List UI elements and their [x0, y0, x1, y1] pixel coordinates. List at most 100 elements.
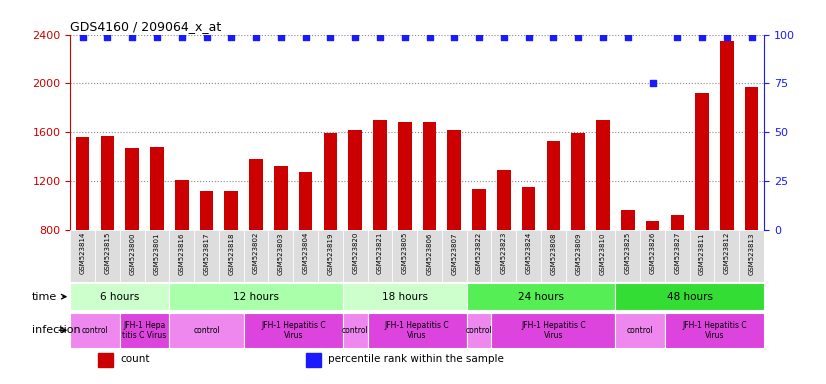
- Bar: [522, 187, 535, 230]
- Text: GSM523822: GSM523822: [476, 232, 482, 274]
- Point: [547, 33, 560, 40]
- Point: [646, 80, 659, 86]
- Bar: [615, 283, 764, 310]
- Text: GSM523800: GSM523800: [129, 232, 135, 275]
- Bar: [145, 230, 169, 281]
- Text: GSM523815: GSM523815: [104, 232, 111, 275]
- Text: GSM523819: GSM523819: [327, 232, 334, 275]
- Bar: [120, 230, 145, 281]
- Point: [225, 33, 238, 40]
- Bar: [268, 230, 293, 281]
- Text: GSM523803: GSM523803: [278, 232, 284, 275]
- Bar: [491, 313, 615, 348]
- Bar: [547, 141, 560, 230]
- Point: [621, 33, 634, 40]
- Bar: [70, 313, 120, 348]
- Text: GSM523812: GSM523812: [724, 232, 730, 275]
- Bar: [194, 230, 219, 281]
- Bar: [368, 313, 467, 348]
- Bar: [690, 230, 714, 281]
- Text: GSM523827: GSM523827: [674, 232, 681, 275]
- Text: JFH-1 Hepatitis C
Virus: JFH-1 Hepatitis C Virus: [261, 321, 325, 340]
- Bar: [70, 283, 169, 310]
- Bar: [95, 230, 120, 281]
- Point: [249, 33, 263, 40]
- Point: [200, 33, 213, 40]
- Text: percentile rank within the sample: percentile rank within the sample: [328, 354, 504, 364]
- Point: [150, 33, 164, 40]
- Text: count: count: [120, 354, 150, 364]
- Bar: [343, 230, 368, 281]
- Bar: [306, 353, 321, 366]
- Bar: [368, 230, 392, 281]
- Text: GSM523818: GSM523818: [228, 232, 235, 275]
- Bar: [225, 191, 238, 230]
- Text: GSM523813: GSM523813: [748, 232, 755, 275]
- Bar: [101, 136, 114, 230]
- Bar: [70, 230, 95, 281]
- Bar: [745, 87, 758, 230]
- Bar: [541, 230, 566, 281]
- Bar: [244, 313, 343, 348]
- Text: GSM523809: GSM523809: [575, 232, 582, 275]
- Bar: [714, 230, 739, 281]
- Bar: [646, 221, 659, 230]
- Point: [596, 33, 610, 40]
- Bar: [566, 230, 591, 281]
- Bar: [739, 230, 764, 281]
- Bar: [343, 283, 467, 310]
- Bar: [423, 122, 436, 230]
- Text: GSM523817: GSM523817: [203, 232, 210, 275]
- Bar: [76, 137, 89, 230]
- Point: [299, 33, 312, 40]
- Text: GSM523801: GSM523801: [154, 232, 160, 275]
- Text: GSM523825: GSM523825: [624, 232, 631, 274]
- Text: control: control: [342, 326, 368, 335]
- Point: [274, 33, 287, 40]
- Text: JFH-1 Hepatitis C
Virus: JFH-1 Hepatitis C Virus: [682, 321, 747, 340]
- Bar: [349, 130, 362, 230]
- Point: [522, 33, 535, 40]
- Point: [671, 33, 684, 40]
- Text: GSM523816: GSM523816: [178, 232, 185, 275]
- Bar: [591, 230, 615, 281]
- Bar: [472, 189, 486, 230]
- Text: GSM523820: GSM523820: [352, 232, 358, 275]
- Bar: [175, 180, 188, 230]
- Bar: [467, 313, 491, 348]
- Bar: [695, 93, 709, 230]
- Text: control: control: [82, 326, 108, 335]
- Bar: [392, 230, 417, 281]
- Bar: [293, 230, 318, 281]
- Bar: [442, 230, 467, 281]
- Bar: [324, 133, 337, 230]
- Text: GSM523823: GSM523823: [501, 232, 507, 275]
- Bar: [249, 159, 263, 230]
- Text: 12 hours: 12 hours: [233, 292, 279, 302]
- Text: GSM523814: GSM523814: [79, 232, 86, 275]
- Point: [76, 33, 89, 40]
- Bar: [720, 41, 733, 230]
- Bar: [516, 230, 541, 281]
- Point: [497, 33, 510, 40]
- Point: [423, 33, 436, 40]
- Text: GSM523804: GSM523804: [302, 232, 309, 275]
- Bar: [169, 283, 343, 310]
- Point: [745, 33, 758, 40]
- Text: 18 hours: 18 hours: [382, 292, 428, 302]
- Point: [126, 33, 139, 40]
- Text: time: time: [32, 292, 66, 302]
- Point: [398, 33, 411, 40]
- Bar: [467, 230, 491, 281]
- Text: GSM523810: GSM523810: [600, 232, 606, 275]
- Text: GSM523807: GSM523807: [451, 232, 458, 275]
- Text: 6 hours: 6 hours: [100, 292, 140, 302]
- Bar: [497, 170, 510, 230]
- Bar: [572, 133, 585, 230]
- Bar: [621, 210, 634, 230]
- Text: JFH-1 Hepatitis C
Virus: JFH-1 Hepatitis C Virus: [385, 321, 449, 340]
- Text: GSM523824: GSM523824: [525, 232, 532, 274]
- Text: GDS4160 / 209064_x_at: GDS4160 / 209064_x_at: [70, 20, 221, 33]
- Point: [695, 33, 709, 40]
- Bar: [318, 230, 343, 281]
